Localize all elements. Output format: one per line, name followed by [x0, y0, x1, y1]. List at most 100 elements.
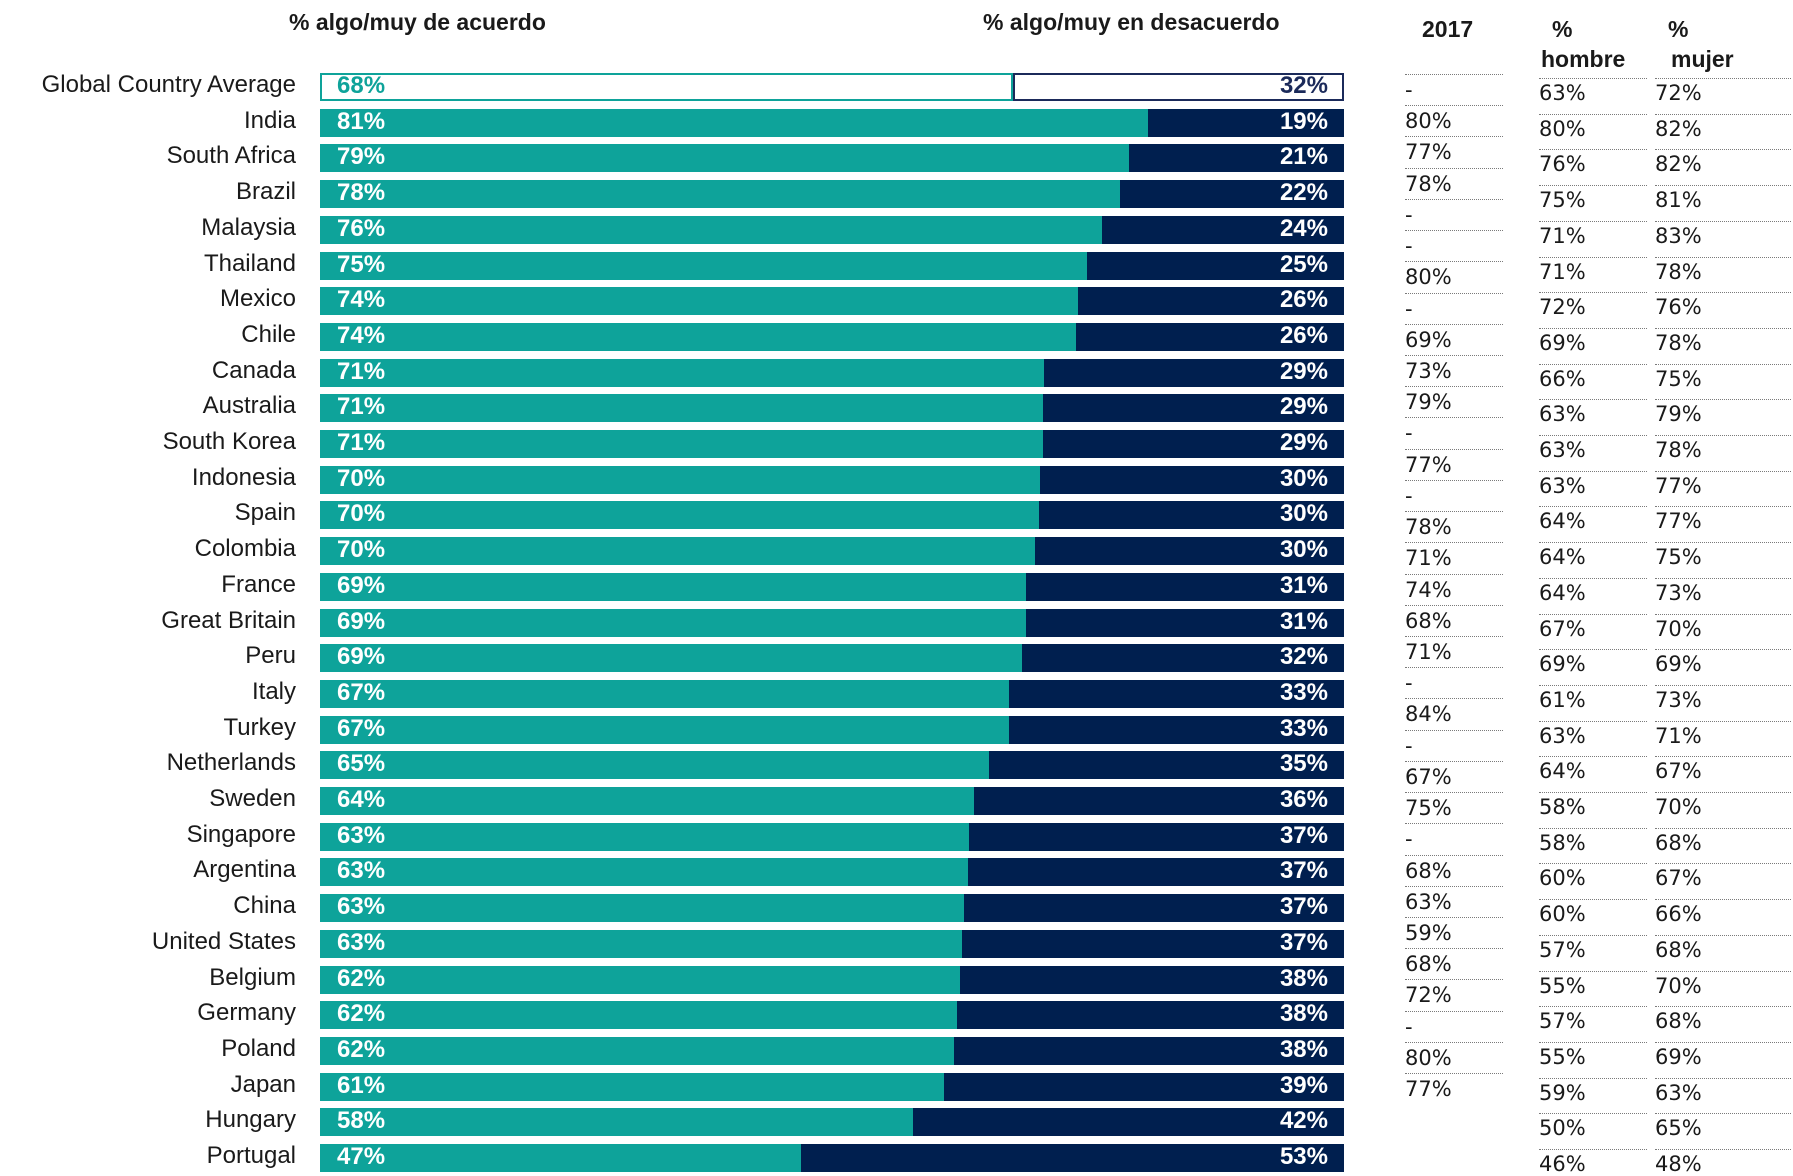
men-underline: [1539, 970, 1647, 972]
year-2017-underline: [1405, 511, 1503, 513]
women-underline: [1655, 327, 1791, 329]
men-value: 55%: [1539, 1044, 1586, 1069]
data-label-agree: 47%: [337, 1143, 386, 1170]
data-label-disagree: 33%: [1279, 678, 1328, 706]
men-underline: [1539, 899, 1647, 901]
bar-disagree: [1013, 73, 1344, 101]
men-value: 71%: [1539, 259, 1586, 284]
bar-agree: [320, 1108, 913, 1137]
data-label-agree: 76%: [337, 214, 386, 242]
bar-disagree: [1039, 465, 1344, 494]
men-value: 59%: [1539, 1080, 1586, 1105]
men-value: 63%: [1539, 402, 1586, 427]
women-value: 63%: [1655, 1080, 1702, 1105]
bar-disagree: [1042, 394, 1344, 423]
women-underline: [1655, 399, 1791, 401]
header-agree: % algo/muy de acuerdo: [289, 9, 546, 35]
category-label: Brazil: [235, 178, 296, 206]
women-underline: [1655, 1041, 1791, 1043]
bar-agree: [320, 180, 1120, 209]
data-label-agree: 70%: [337, 536, 386, 564]
year-2017-value: -: [1405, 671, 1413, 696]
women-value: 73%: [1655, 580, 1702, 605]
data-label-disagree: 42%: [1279, 1107, 1328, 1135]
women-underline: [1655, 827, 1791, 829]
bar-agree: [320, 822, 970, 851]
data-label-disagree: 30%: [1279, 536, 1328, 564]
bar-row: Italy 67% 33% 61% 73%: [0, 676, 1793, 712]
women-value: 78%: [1655, 259, 1702, 284]
data-label-disagree: 53%: [1279, 1143, 1328, 1170]
bar-row: Argentina 63% 37% 60% 67%: [0, 854, 1793, 890]
data-label-agree: 81%: [337, 107, 386, 135]
bar-disagree: [988, 751, 1344, 780]
header-2017: 2017: [1422, 16, 1474, 42]
women-underline: [1655, 684, 1791, 686]
bar-disagree: [1009, 715, 1344, 744]
year-2017-underline: [1405, 1010, 1503, 1012]
data-label-disagree: 29%: [1279, 393, 1328, 421]
men-value: 58%: [1539, 795, 1586, 819]
bar-row: Malaysia 76% 24% 71% 83%: [0, 212, 1793, 248]
data-label-agree: 62%: [337, 964, 386, 992]
men-underline: [1539, 542, 1647, 544]
men-value: 61%: [1539, 687, 1586, 712]
year-2017-underline: [1405, 823, 1503, 825]
year-2017-underline: [1405, 479, 1503, 481]
year-2017-value: 77%: [1405, 452, 1452, 477]
bar-row: Netherlands 65% 35% 64% 67%: [0, 747, 1793, 783]
men-value: 64%: [1539, 545, 1586, 570]
year-2017-underline: [1405, 1041, 1503, 1043]
men-value: 63%: [1539, 473, 1586, 498]
data-label-agree: 68%: [337, 72, 386, 99]
women-underline: [1655, 78, 1791, 79]
bar-disagree: [962, 929, 1344, 958]
men-underline: [1539, 220, 1647, 222]
category-label: Global Country Average: [41, 71, 296, 98]
year-2017-value: 75%: [1405, 796, 1452, 821]
data-label-disagree: 38%: [1279, 964, 1328, 992]
year-2017-underline: [1405, 448, 1503, 450]
category-label: Belgium: [209, 963, 296, 991]
data-label-agree: 63%: [337, 893, 386, 921]
bar-agree: [320, 644, 1023, 673]
category-label: Poland: [221, 1034, 296, 1062]
bar-row: South Korea 71% 29% 63% 78%: [0, 426, 1793, 462]
bar-agree: [320, 322, 1076, 351]
women-underline: [1655, 577, 1791, 579]
header-women-line1: %: [1668, 16, 1689, 42]
bar-row: Indonesia 70% 30% 63% 77%: [0, 462, 1793, 498]
bar-row: Turkey 67% 33% 63% 71%: [0, 712, 1793, 748]
category-label: Netherlands: [166, 749, 296, 777]
data-label-agree: 69%: [337, 571, 386, 599]
year-2017-underline: [1405, 417, 1503, 419]
bar-agree: [320, 965, 960, 994]
bar-agree: [320, 894, 965, 923]
women-value: 48%: [1655, 1152, 1702, 1176]
year-2017-value: 79%: [1405, 390, 1452, 415]
bar-disagree: [1009, 679, 1344, 708]
men-value: 60%: [1539, 902, 1586, 927]
bar-row: Belgium 62% 38% 55% 70%: [0, 962, 1793, 998]
data-label-agree: 63%: [337, 857, 386, 885]
bar-disagree: [1075, 322, 1344, 351]
category-label: Argentina: [193, 856, 296, 884]
category-label: Australia: [202, 392, 296, 420]
bar-agree: [320, 73, 1014, 101]
bar-row: Brazil 78% 22% 75% 81%: [0, 176, 1793, 212]
men-value: 64%: [1539, 759, 1586, 784]
data-label-disagree: 29%: [1279, 357, 1328, 385]
data-label-disagree: 37%: [1279, 821, 1328, 849]
bar-agree: [320, 1001, 957, 1030]
men-underline: [1539, 613, 1647, 615]
bar-row: Thailand 75% 25% 71% 78%: [0, 248, 1793, 284]
men-value: 75%: [1539, 188, 1586, 213]
year-2017-value: -: [1405, 1014, 1413, 1039]
men-value: 72%: [1539, 295, 1586, 320]
women-value: 78%: [1655, 438, 1702, 462]
men-underline: [1539, 1113, 1647, 1115]
women-underline: [1655, 899, 1791, 901]
category-label: Spain: [234, 499, 296, 527]
year-2017-value: 68%: [1405, 608, 1452, 633]
data-label-agree: 78%: [337, 179, 386, 207]
